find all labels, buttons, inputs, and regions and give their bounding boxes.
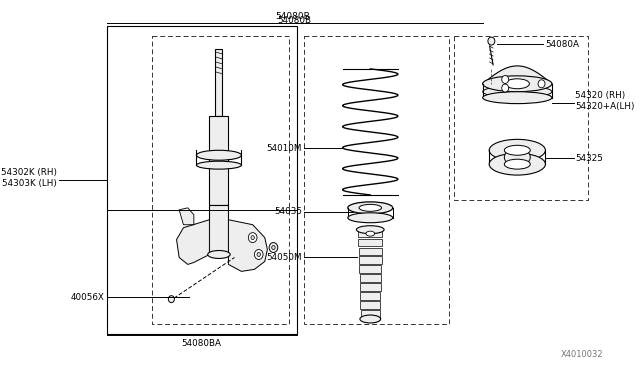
Ellipse shape xyxy=(504,148,531,166)
Text: 54050M: 54050M xyxy=(266,253,302,262)
Ellipse shape xyxy=(504,159,531,169)
Ellipse shape xyxy=(360,315,381,323)
Ellipse shape xyxy=(483,76,552,92)
Polygon shape xyxy=(228,220,268,271)
FancyBboxPatch shape xyxy=(216,49,222,116)
Circle shape xyxy=(502,76,509,83)
FancyBboxPatch shape xyxy=(360,301,380,309)
Polygon shape xyxy=(483,66,552,84)
Ellipse shape xyxy=(348,213,393,223)
Ellipse shape xyxy=(489,140,545,161)
Ellipse shape xyxy=(483,86,552,98)
Text: 54010M: 54010M xyxy=(267,144,302,153)
Circle shape xyxy=(269,243,278,253)
Polygon shape xyxy=(177,220,209,264)
FancyBboxPatch shape xyxy=(209,205,228,254)
Circle shape xyxy=(168,296,174,303)
Text: 54080BA: 54080BA xyxy=(182,339,221,348)
Circle shape xyxy=(251,235,254,240)
Text: 40056X: 40056X xyxy=(71,293,105,302)
Ellipse shape xyxy=(366,231,374,236)
Text: 54080B: 54080B xyxy=(277,16,311,25)
Ellipse shape xyxy=(348,202,393,214)
Ellipse shape xyxy=(208,250,230,259)
FancyBboxPatch shape xyxy=(209,116,228,205)
Polygon shape xyxy=(179,208,194,225)
Circle shape xyxy=(538,80,545,88)
Text: 54035: 54035 xyxy=(274,207,302,216)
Text: 54320 (RH)
54320+A(LH): 54320 (RH) 54320+A(LH) xyxy=(575,91,635,111)
FancyBboxPatch shape xyxy=(360,274,381,282)
Text: 54325: 54325 xyxy=(575,154,603,163)
Circle shape xyxy=(257,253,260,256)
Text: 54080A: 54080A xyxy=(545,39,579,49)
FancyBboxPatch shape xyxy=(358,238,382,246)
FancyBboxPatch shape xyxy=(361,310,380,318)
FancyBboxPatch shape xyxy=(360,292,380,300)
FancyBboxPatch shape xyxy=(359,247,382,255)
Ellipse shape xyxy=(196,161,241,169)
Ellipse shape xyxy=(489,153,545,175)
Text: 54080B: 54080B xyxy=(275,12,310,21)
Ellipse shape xyxy=(196,150,241,160)
Circle shape xyxy=(254,250,263,259)
Ellipse shape xyxy=(483,92,552,104)
FancyBboxPatch shape xyxy=(359,256,381,264)
FancyBboxPatch shape xyxy=(360,283,381,291)
Ellipse shape xyxy=(356,226,384,234)
Text: 54302K (RH)
54303K (LH): 54302K (RH) 54303K (LH) xyxy=(1,168,57,188)
Ellipse shape xyxy=(505,79,529,89)
Circle shape xyxy=(248,232,257,243)
Text: X4010032: X4010032 xyxy=(561,350,604,359)
Circle shape xyxy=(272,246,275,250)
FancyBboxPatch shape xyxy=(359,265,381,273)
Circle shape xyxy=(488,37,495,45)
FancyBboxPatch shape xyxy=(358,230,382,237)
Circle shape xyxy=(502,84,509,92)
Ellipse shape xyxy=(504,145,531,155)
Ellipse shape xyxy=(359,204,381,211)
